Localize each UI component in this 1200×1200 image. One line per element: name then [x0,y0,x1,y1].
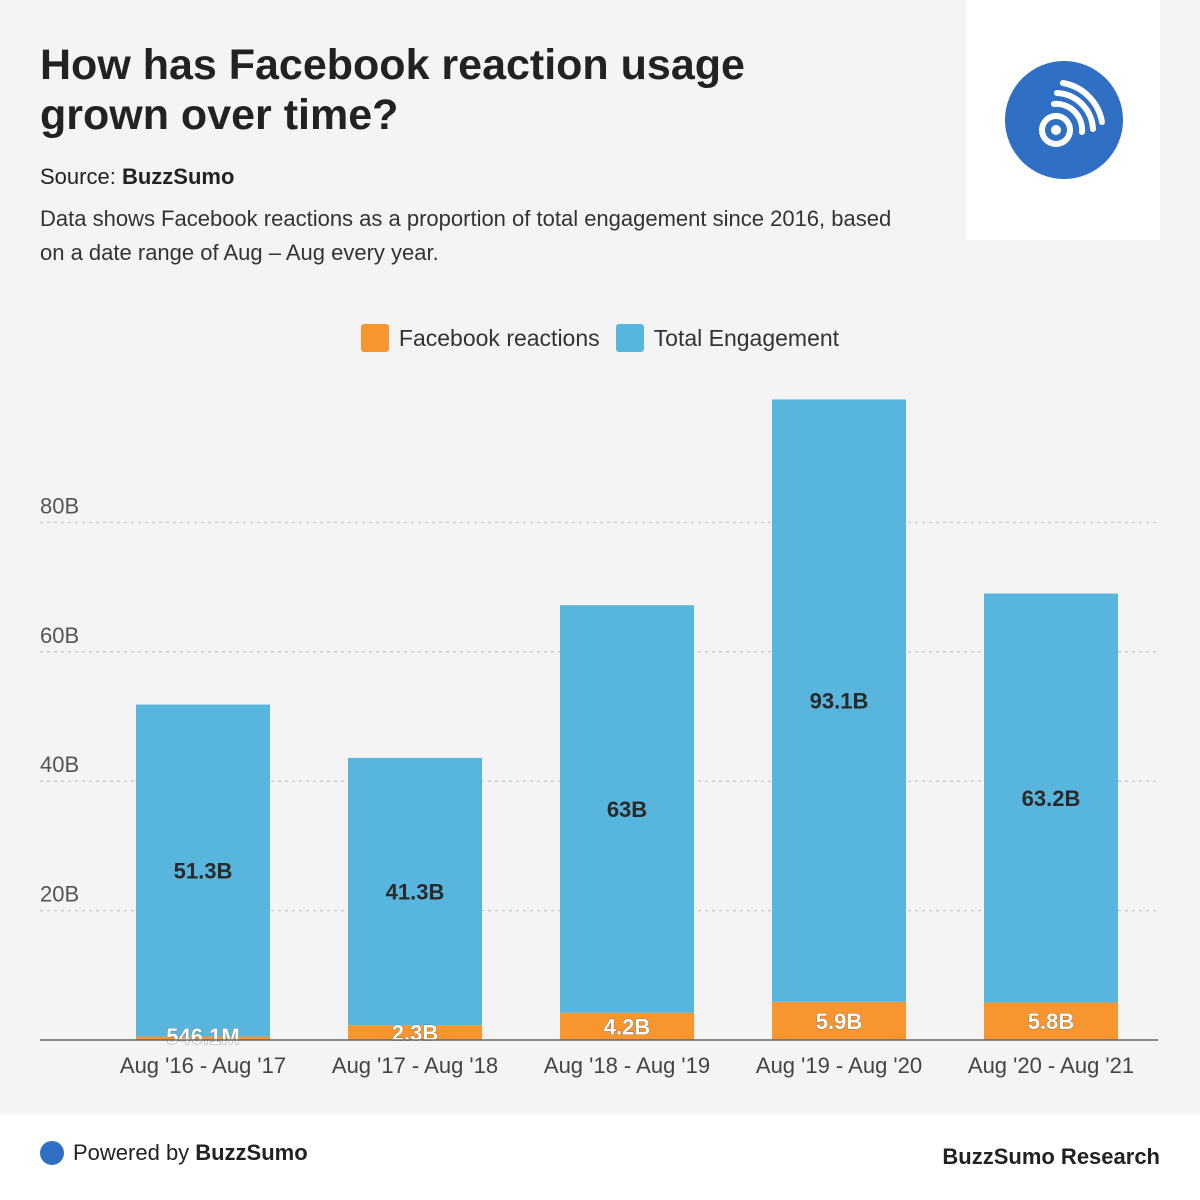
powered-label: Powered by [73,1140,190,1165]
chart-description: Data shows Facebook reactions as a propo… [40,206,892,265]
bar-reactions [984,1002,1118,1040]
powered-by: Powered by BuzzSumo [40,1140,308,1166]
data-label-reactions: 546.1M [166,1024,239,1049]
bar-reactions [560,1012,694,1040]
legend-label-reactions: Facebook reactions [398,324,600,351]
x-tick-label: Aug '20 - Aug '21 [968,1053,1134,1078]
y-tick-label: 40B [40,752,79,777]
data-label-reactions: 4.2B [604,1014,650,1039]
bar-chart: 20B 40B 60B 80B 51.3B 546.1M Aug '16 - Aug '17… [40,399,1158,1078]
source-line: Source: BuzzSumo [40,164,234,190]
bar-engagement [136,704,270,1037]
y-tick-label: 20B [40,882,79,907]
legend-swatch-engagement [615,324,644,352]
data-label-engagement: 93.1B [810,689,869,714]
data-label-reactions: 5.9B [816,1009,862,1034]
legend-item-engagement: Total Engagement [615,324,840,352]
data-label-engagement: 63.2B [1022,786,1081,811]
bar-engagement [772,399,906,1002]
bar-reactions [772,1001,906,1040]
data-label-engagement: 51.3B [174,859,233,884]
y-tick-label: 60B [40,623,79,648]
data-label-engagement: 41.3B [386,880,445,905]
legend-label-engagement: Total Engagement [653,324,840,351]
chart-legend: Facebook reactions Total Engagement [0,324,1200,352]
bar-engagement [984,593,1118,1003]
legend-swatch-reactions [360,324,389,352]
bar-reactions [348,1025,482,1040]
source-label: Source: [40,164,116,189]
legend-item-reactions: Facebook reactions [360,324,600,352]
chart-title: How has Facebook reaction usage grown ov… [40,41,745,139]
powered-brand: BuzzSumo [195,1140,308,1165]
x-tick-label: Aug '19 - Aug '20 [756,1053,922,1078]
x-tick-label: Aug '17 - Aug '18 [332,1053,498,1078]
footer-research: BuzzSumo Research [942,1144,1160,1169]
bar-engagement [560,605,694,1013]
data-label-reactions: 2.3B [392,1021,438,1046]
bar-reactions [136,1036,270,1040]
x-tick-label: Aug '16 - Aug '17 [120,1053,286,1078]
data-label-engagement: 63B [607,797,647,822]
source-name: BuzzSumo [121,164,235,189]
footer: Powered by BuzzSumo BuzzSumo Research [0,1114,1200,1200]
buzzsumo-logo-icon [1005,61,1123,179]
bar-engagement [348,757,482,1026]
logo-box [966,0,1160,240]
buzzsumo-dot-icon [40,1141,64,1165]
y-tick-label: 80B [40,493,79,518]
x-tick-label: Aug '18 - Aug '19 [544,1053,710,1078]
data-label-reactions: 5.8B [1028,1009,1074,1034]
